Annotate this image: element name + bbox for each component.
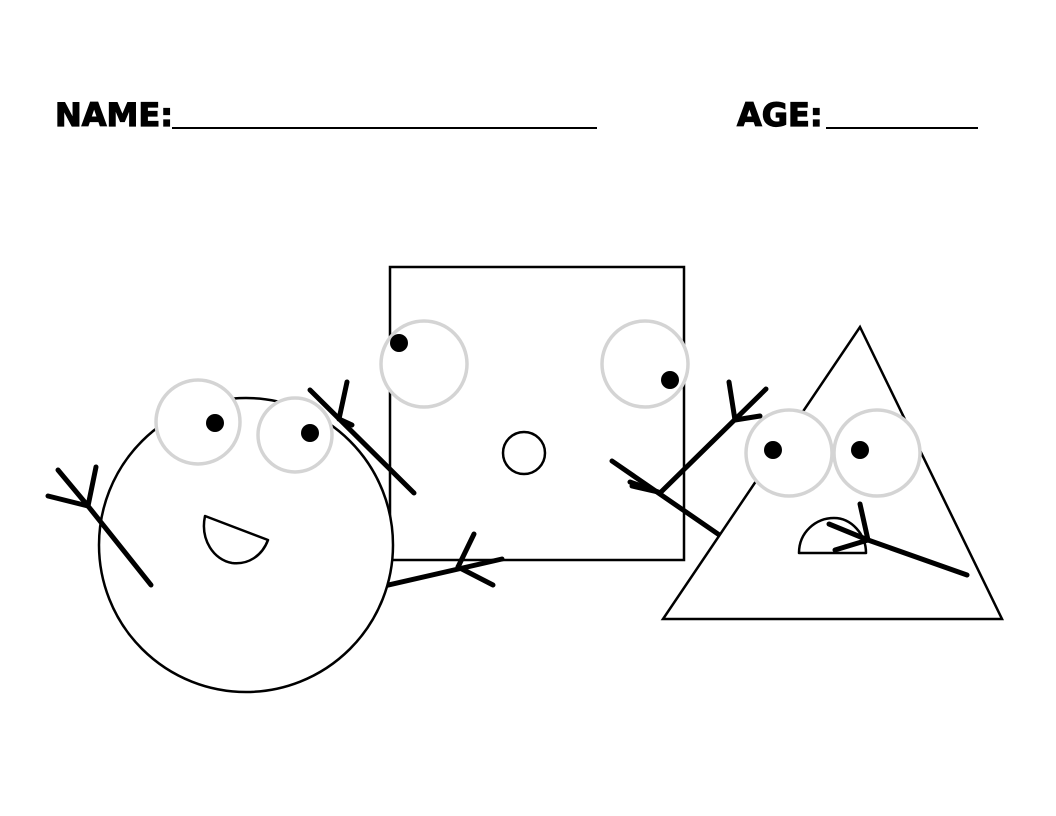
- circle-right-pupil: [301, 424, 319, 442]
- name-label: NAME:: [54, 96, 174, 134]
- circle-left-eye: [154, 378, 242, 466]
- triangle-arm: [826, 501, 970, 578]
- triangle-right-pupil: [851, 441, 869, 459]
- triangle-left-pupil: [764, 441, 782, 459]
- square-right-arm: [609, 458, 734, 546]
- square-left-pupil: [390, 334, 408, 352]
- circle-left-arm: [45, 464, 154, 588]
- square-body: [388, 265, 686, 562]
- triangle-left-eye: [744, 408, 834, 498]
- square-character: [355, 265, 734, 595]
- circle-character: [45, 378, 417, 694]
- age-label: AGE:: [736, 96, 823, 134]
- square-right-eye: [600, 319, 690, 409]
- square-right-pupil: [661, 371, 679, 389]
- circle-right-arm: [307, 379, 417, 496]
- circle-right-eye: [256, 396, 334, 474]
- square-left-eye: [379, 319, 469, 409]
- triangle-character: [658, 324, 1004, 621]
- name-blank-line[interactable]: [172, 127, 597, 129]
- circle-smile: [202, 514, 270, 565]
- triangle-body: [660, 324, 1004, 621]
- triangle-right-eye: [832, 408, 922, 498]
- circle-left-pupil: [206, 414, 224, 432]
- square-raised-arm: [658, 379, 769, 495]
- square-mouth: [501, 430, 547, 476]
- age-blank-line[interactable]: [826, 127, 978, 129]
